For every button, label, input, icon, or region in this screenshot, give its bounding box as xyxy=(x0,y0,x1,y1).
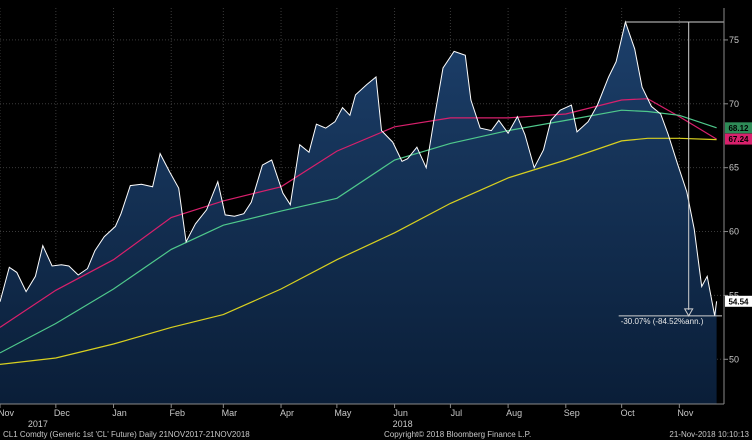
year-label: 2018 xyxy=(393,419,413,429)
footer-security-info: CL1 Comdty (Generic 1st 'CL' Future) Dai… xyxy=(3,430,250,439)
x-tick-label: Jun xyxy=(393,408,408,418)
x-tick-label: Nov xyxy=(677,408,694,418)
x-tick-label: Feb xyxy=(169,408,185,418)
drawdown-label: -30.07% (-84.52%ann.) xyxy=(621,317,704,326)
line-ma_pink xyxy=(0,98,717,328)
y-tick-label: 65 xyxy=(729,163,739,173)
badge-ma_pink xyxy=(725,133,752,145)
x-tick-label: Nov xyxy=(0,408,14,418)
footer-copyright: Copyright© 2018 Bloomberg Finance L.P. xyxy=(384,430,531,439)
line-ma_yellow xyxy=(0,137,717,365)
x-tick-label: Jan xyxy=(112,408,127,418)
drawdown-arrowhead xyxy=(683,308,694,317)
badge-price xyxy=(725,295,752,307)
price-area-fill xyxy=(0,22,717,404)
axes: 50 55 60 65 70 75 Nov Dec Jan Feb Mar Apr May Jun Jul A… xyxy=(0,8,739,429)
drawdown-annotation: -30.07% (-84.52%ann.) xyxy=(618,21,724,326)
y-tick-label: 55 xyxy=(729,290,739,300)
footer-timestamp: 21-Nov-2018 10:10:13 xyxy=(669,430,749,439)
x-tick-label: May xyxy=(334,408,352,418)
moving-averages xyxy=(0,98,717,365)
footer: CL1 Comdty (Generic 1st 'CL' Future) Dai… xyxy=(3,430,750,439)
x-tick-label: Mar xyxy=(222,408,238,418)
last-value-badges: 68.12 67.24 54.54 xyxy=(725,122,752,307)
badge-value-ma_green: 68.12 xyxy=(728,124,749,133)
x-tick-label: Apr xyxy=(280,408,294,418)
line-ma_green xyxy=(0,109,717,354)
x-tick-label: Dec xyxy=(54,408,71,418)
x-tick-label: Aug xyxy=(506,408,522,418)
price-line xyxy=(0,20,718,316)
badge-value-price: 54.54 xyxy=(728,297,749,306)
x-tick-label: Oct xyxy=(621,408,636,418)
badge-ma_green xyxy=(725,122,752,134)
year-label: 2017 xyxy=(28,419,48,429)
x-tick-label: Sep xyxy=(564,408,580,418)
x-tick-label: Jul xyxy=(451,408,463,418)
y-tick-label: 50 xyxy=(729,354,739,364)
badge-value-ma_pink: 67.24 xyxy=(728,135,749,144)
y-tick-label: 60 xyxy=(729,227,739,237)
y-tick-label: 75 xyxy=(729,35,739,45)
y-tick-label: 70 xyxy=(729,99,739,109)
